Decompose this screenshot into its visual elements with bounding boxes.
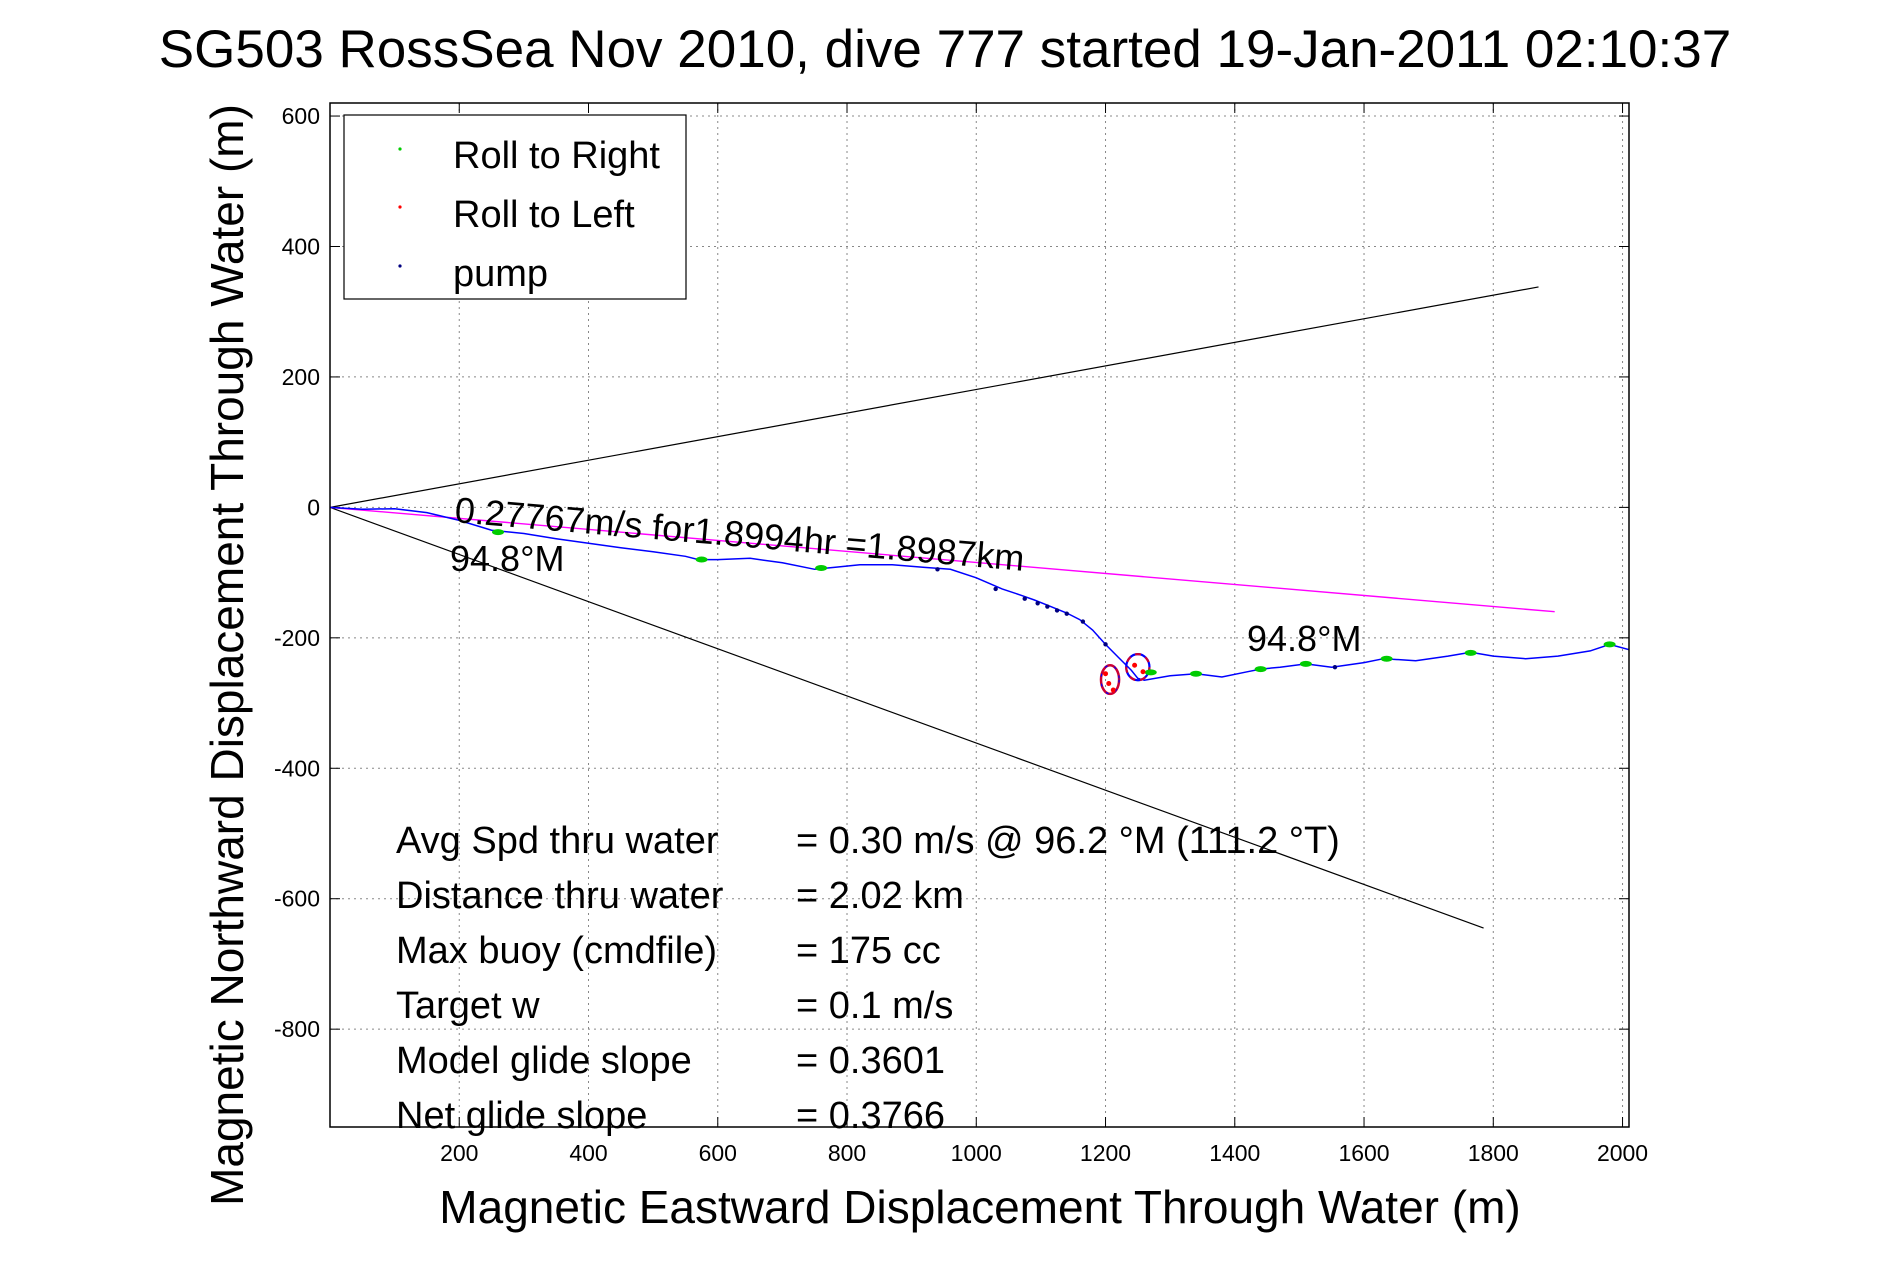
pump-point	[1022, 596, 1027, 601]
stat-value-distance: = 2.02 km	[796, 875, 964, 917]
roll-right-point	[1603, 641, 1616, 648]
stat-value-model-glide: = 0.3601	[796, 1040, 945, 1082]
pump-point	[1064, 611, 1069, 616]
roll-left-point	[1103, 671, 1109, 677]
x-tick-label: 1200	[1080, 1140, 1131, 1166]
roll-left-point	[1132, 662, 1138, 668]
heading-line-group	[330, 506, 1555, 613]
x-tick-label: 200	[440, 1140, 478, 1166]
roll-right-point	[492, 529, 505, 536]
pump-point	[993, 586, 998, 592]
y-axis-label: Magnetic Northward Displacement Through …	[201, 104, 253, 1206]
pump-point	[1045, 604, 1050, 609]
stat-value-target-w: = 0.1 m/s	[796, 985, 953, 1027]
pump-point	[935, 567, 940, 572]
y-ticks: 600 400 200 0 -200 -400 -600 -800	[274, 103, 1629, 1042]
legend-label-roll-right: Roll to Right	[453, 135, 660, 177]
cone-line	[330, 506, 1484, 929]
legend-marker-roll-left	[398, 205, 402, 209]
pump-point	[1080, 619, 1086, 624]
x-tick-label: 600	[699, 1140, 737, 1166]
plot-frame	[329, 102, 1630, 1128]
x-tick-label: 1800	[1468, 1140, 1519, 1166]
x-tick-label: 1400	[1209, 1140, 1260, 1166]
stat-label-max-buoy: Max buoy (cmdfile)	[396, 930, 717, 972]
roll-right-point	[815, 565, 828, 572]
heading-cone	[330, 286, 1539, 929]
stat-value-net-glide: = 0.3766	[796, 1095, 945, 1137]
y-tick-label: -200	[274, 625, 320, 651]
markers-group	[492, 529, 1616, 693]
pump-point	[1103, 642, 1108, 647]
x-tick-label: 1600	[1338, 1140, 1389, 1166]
roll-right-point	[1254, 666, 1267, 673]
roll-left-point	[1106, 680, 1112, 686]
x-tick-label: 800	[828, 1140, 866, 1166]
legend-label-pump: pump	[453, 253, 548, 295]
x-tick-label: 1000	[951, 1140, 1002, 1166]
roll-left-point	[1140, 669, 1146, 675]
heading-label-right: 94.8°M	[1247, 618, 1361, 659]
y-tick-label: 400	[282, 233, 320, 259]
stat-value-max-buoy: = 175 cc	[796, 930, 941, 972]
x-tick-label: 2000	[1597, 1140, 1648, 1166]
pump-point	[1332, 664, 1338, 670]
x-tick-label: 400	[569, 1140, 607, 1166]
roll-right-point	[1380, 655, 1393, 662]
roll-right-point	[1299, 660, 1312, 667]
legend-item-roll-left: Roll to Left	[398, 194, 635, 236]
y-tick-label: 0	[307, 494, 320, 520]
stat-label-net-glide: Net glide slope	[396, 1095, 647, 1137]
chart-title: SG503 RossSea Nov 2010, dive 777 started…	[159, 20, 1731, 79]
pump-point	[1035, 601, 1040, 606]
heading-line	[330, 506, 1555, 613]
roll-left-point	[1110, 687, 1116, 693]
stats-block: Avg Spd thru water = 0.30 m/s @ 96.2 °M …	[396, 820, 1340, 1137]
legend-marker-roll-right	[398, 147, 402, 151]
cone-line	[330, 286, 1539, 508]
stat-label-distance: Distance thru water	[396, 875, 724, 917]
x-ticks: 200 400 600 800 1000 1200 1400 1600 1800 2000	[440, 103, 1648, 1166]
legend: Roll to Right Roll to Left pump	[343, 114, 687, 300]
legend-item-pump: pump	[398, 253, 548, 295]
y-tick-label: 200	[282, 364, 320, 390]
roll-right-point	[1144, 669, 1157, 676]
track-loop-left-blue	[1100, 664, 1120, 695]
roll-right-point	[1190, 670, 1202, 677]
legend-label-roll-left: Roll to Left	[453, 194, 635, 236]
track-loop-right-red	[1125, 653, 1151, 682]
x-axis-label: Magnetic Eastward Displacement Through W…	[439, 1181, 1520, 1233]
y-tick-label: 600	[282, 103, 320, 129]
stat-label-avg-speed: Avg Spd thru water	[396, 820, 719, 862]
y-tick-label: -600	[274, 886, 320, 912]
y-tick-label: -400	[274, 755, 320, 781]
stat-value-avg-speed: = 0.30 m/s @ 96.2 °M (111.2 °T)	[796, 820, 1340, 862]
y-tick-label: -800	[274, 1016, 320, 1042]
stat-label-target-w: Target w	[396, 985, 540, 1027]
roll-right-point	[695, 556, 708, 563]
roll-right-point	[1464, 649, 1477, 656]
legend-marker-pump	[398, 264, 402, 268]
heading-label-left: 94.8°M	[450, 538, 564, 579]
pump-point	[1054, 608, 1060, 613]
stat-label-model-glide: Model glide slope	[396, 1040, 692, 1082]
legend-item-roll-right: Roll to Right	[398, 135, 660, 177]
grid	[330, 103, 1629, 1127]
